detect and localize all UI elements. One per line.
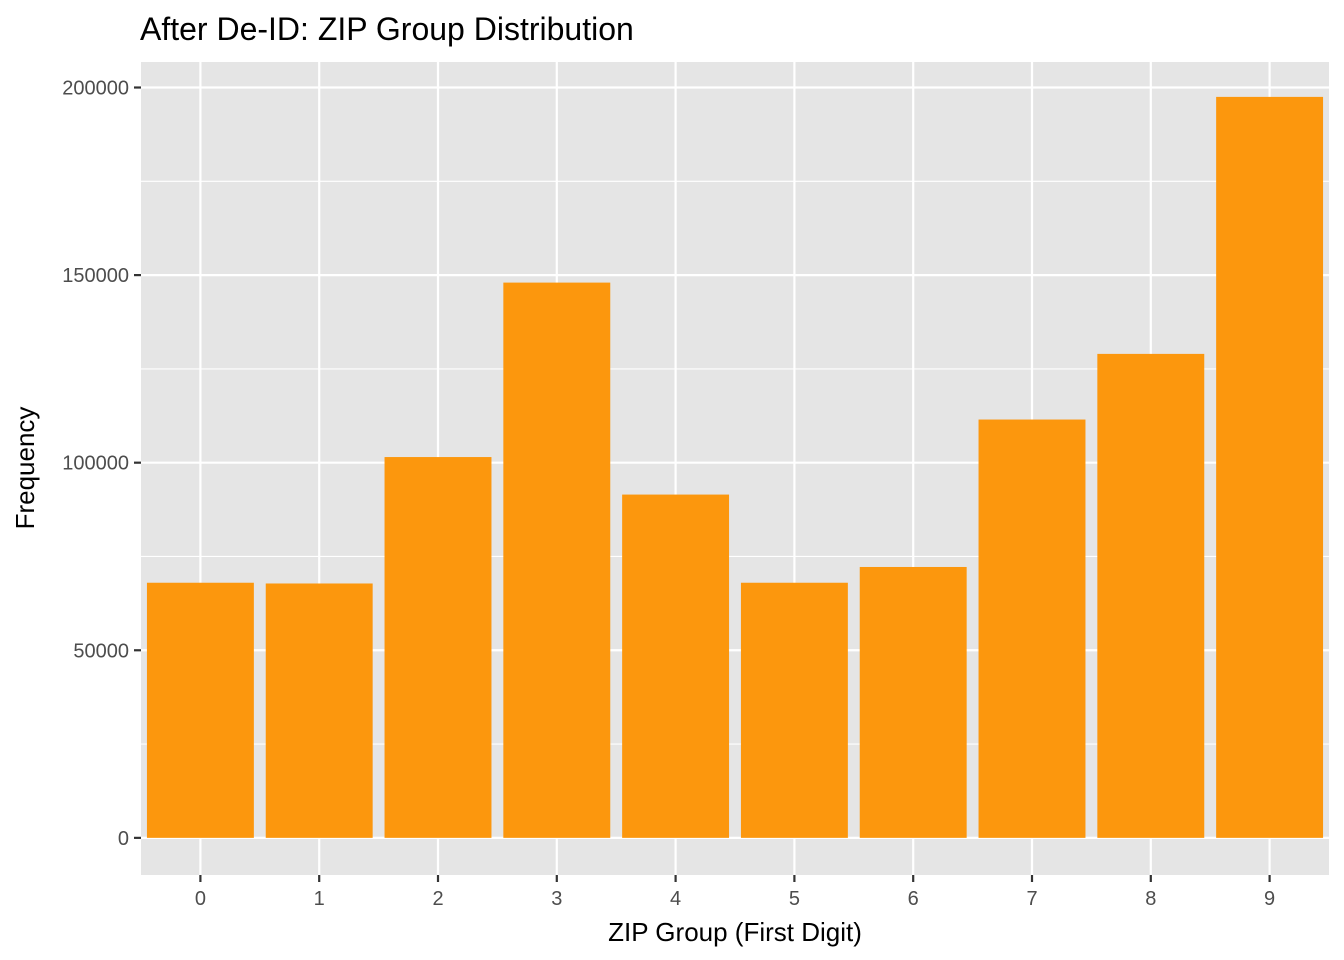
x-tick-label: 6	[908, 888, 919, 910]
bar-0	[146, 582, 254, 838]
bars	[146, 96, 1324, 838]
y-tick-label: 0	[118, 828, 129, 850]
bar-1	[265, 583, 373, 838]
bar-9	[1216, 96, 1324, 838]
y-axis-title: Frequency	[10, 407, 40, 530]
x-axis: 0 1 2 3 4 5 6 7 8 9	[195, 875, 1275, 910]
x-tick-label: 1	[314, 888, 325, 910]
bar-7	[978, 419, 1086, 838]
y-tick-label: 50000	[73, 640, 129, 662]
bar-8	[1097, 353, 1205, 838]
x-tick-label: 8	[1145, 888, 1156, 910]
chart-title: After De-ID: ZIP Group Distribution	[140, 11, 634, 47]
x-tick-label: 9	[1264, 888, 1275, 910]
x-tick-label: 7	[1026, 888, 1037, 910]
bar-5	[740, 582, 848, 838]
bar-6	[859, 566, 967, 838]
y-axis: 0 50000 100000 150000 200000	[62, 78, 141, 850]
x-tick-label: 0	[195, 888, 206, 910]
x-tick-label: 5	[789, 888, 800, 910]
y-tick-label: 200000	[62, 78, 129, 100]
bar-4	[622, 494, 730, 838]
bar-2	[384, 457, 492, 838]
x-tick-label: 4	[670, 888, 681, 910]
x-tick-label: 3	[551, 888, 562, 910]
y-tick-label: 150000	[62, 265, 129, 287]
x-tick-label: 2	[432, 888, 443, 910]
x-axis-title: ZIP Group (First Digit)	[608, 917, 862, 947]
bar-3	[503, 282, 611, 838]
y-tick-label: 100000	[62, 453, 129, 475]
